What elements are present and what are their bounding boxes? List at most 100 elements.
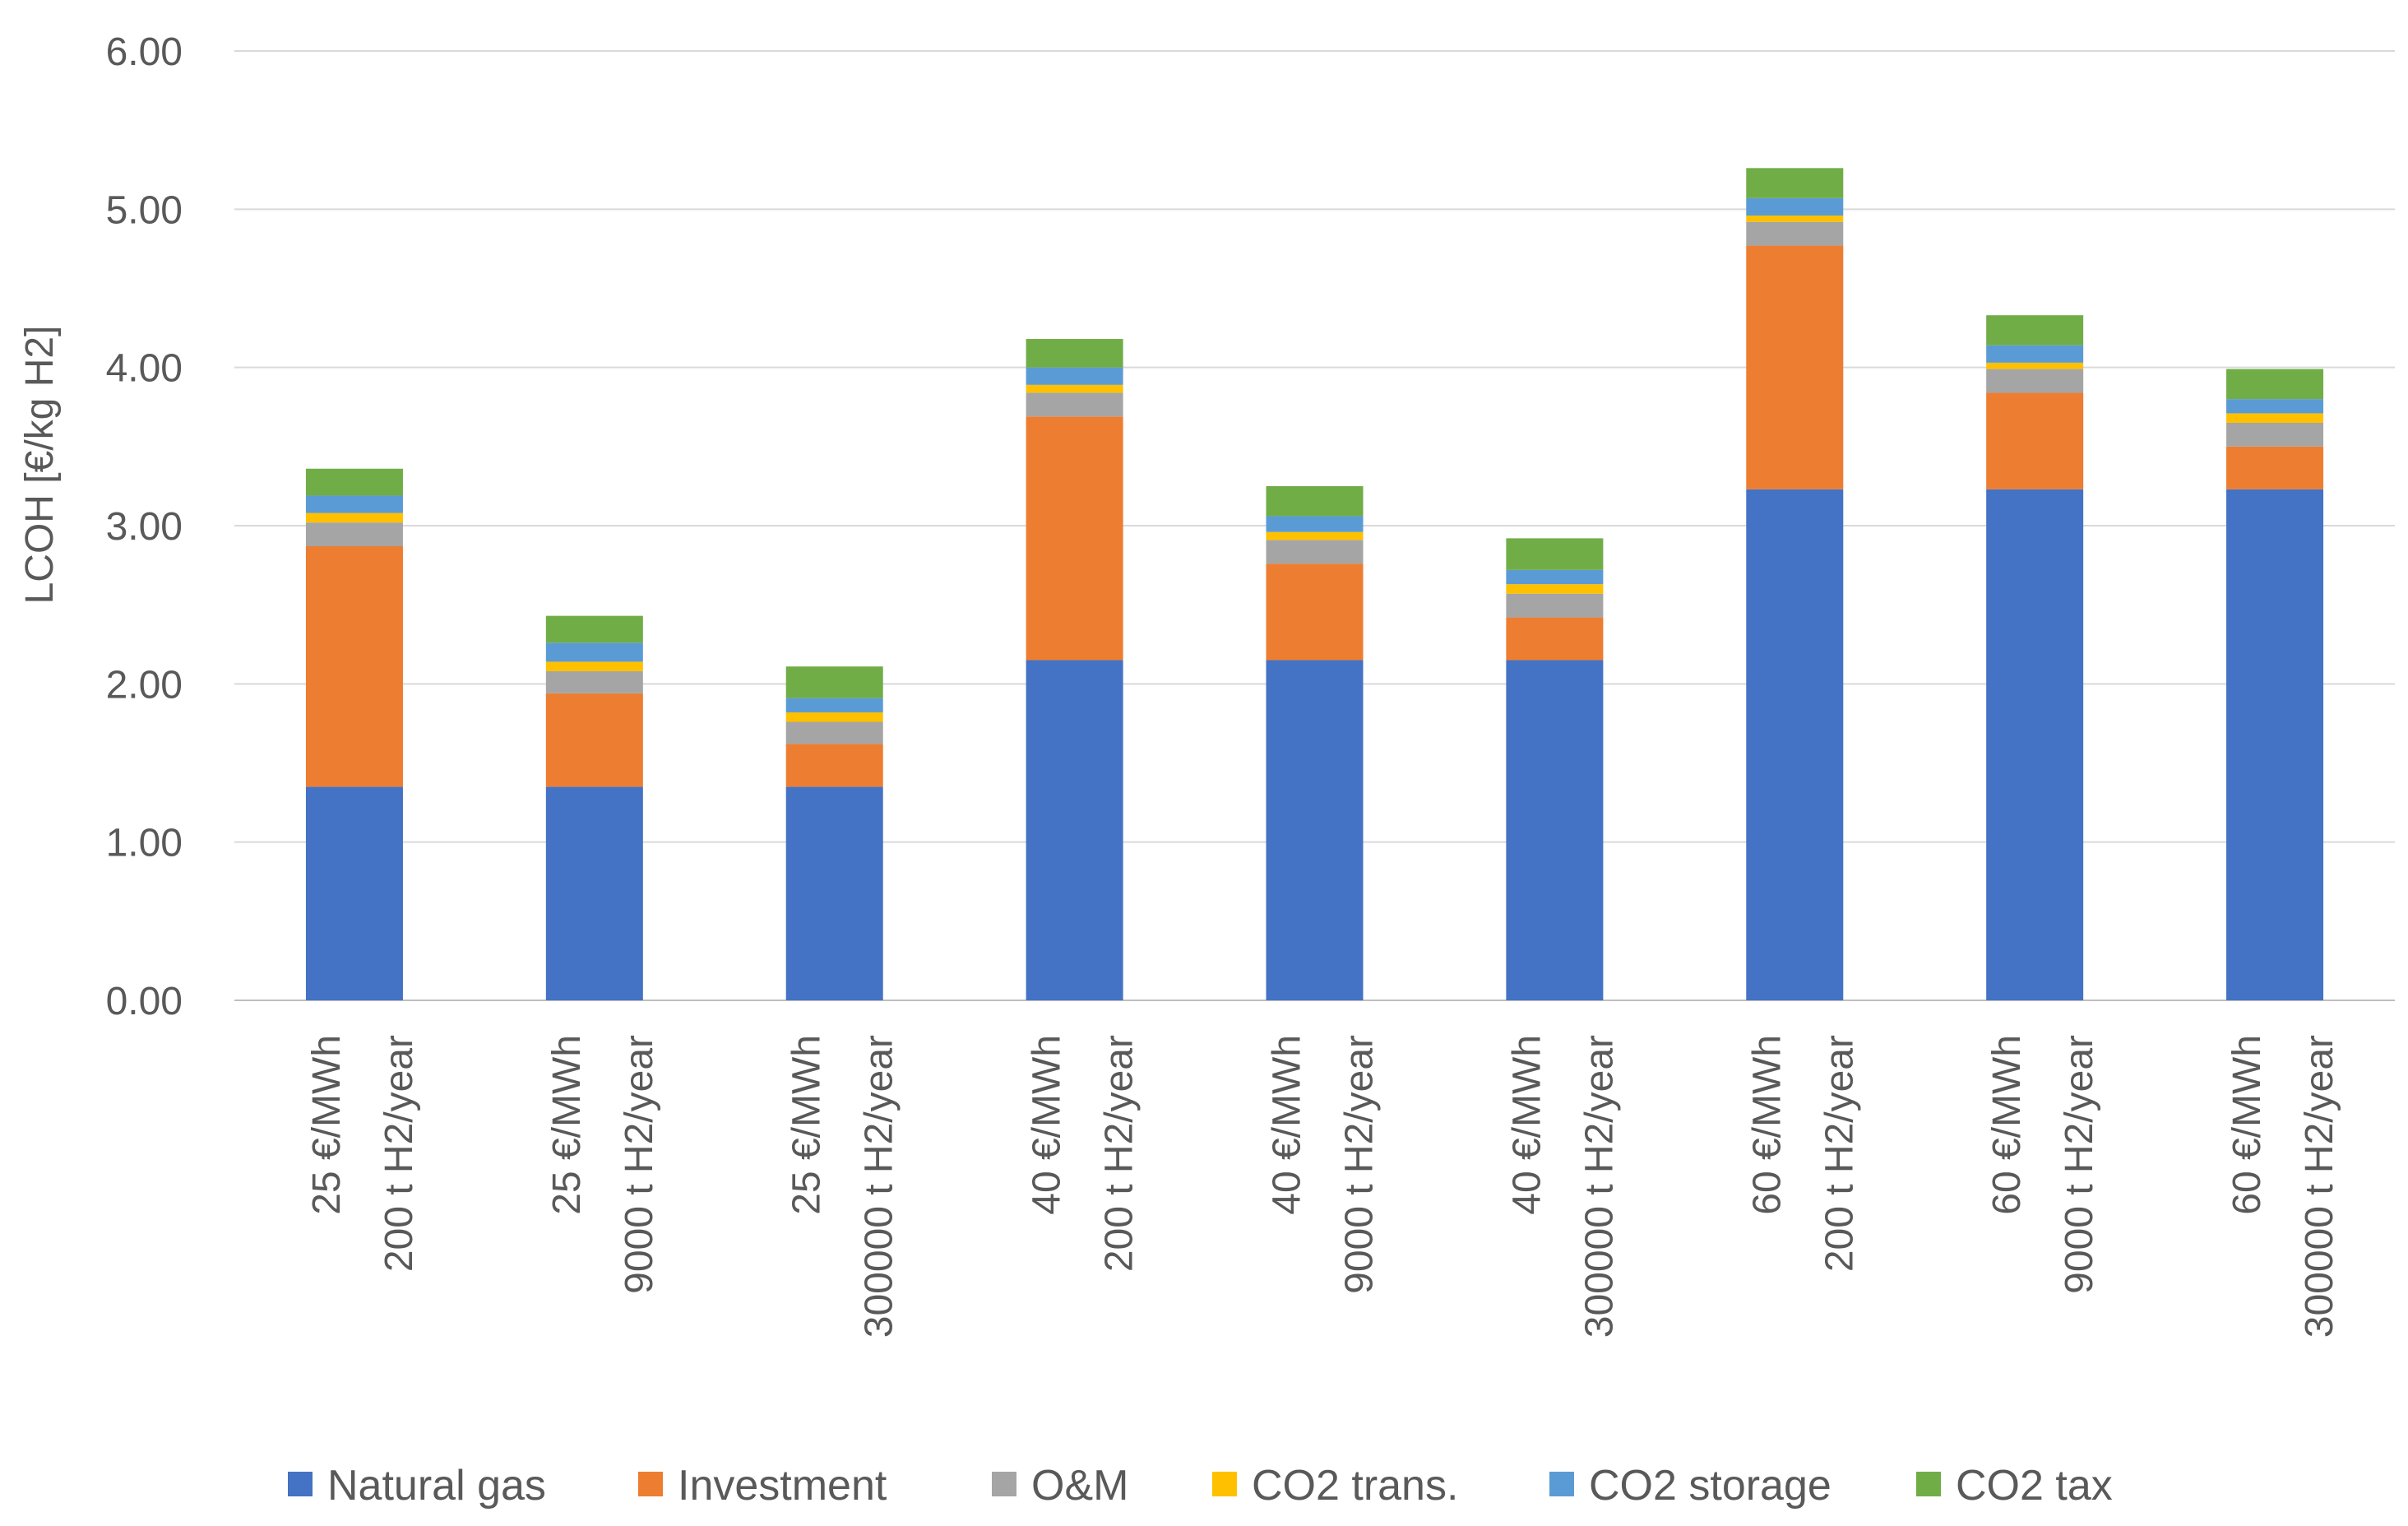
bar-segment-natural-gas xyxy=(305,786,403,1000)
x-category-label-line: 25 €/MWh xyxy=(545,1035,589,1215)
legend-swatch xyxy=(1549,1472,1574,1496)
bar-segment-co2-storage xyxy=(545,642,643,662)
bar-segment-co2-tax xyxy=(305,468,403,496)
bar-segment-o-m xyxy=(785,721,883,744)
x-category-label-line: 200 t H2/year xyxy=(377,1035,421,1272)
bar-segment-natural-gas xyxy=(545,786,643,1000)
bar-segment-co2-trans- xyxy=(785,712,883,722)
bar-stack xyxy=(1026,339,1123,1000)
bar-stack xyxy=(1746,168,1844,1000)
bar-segment-co2-trans- xyxy=(1506,584,1604,594)
legend-swatch xyxy=(638,1472,663,1496)
bar-segment-investment xyxy=(1026,416,1123,661)
x-category-label-line: 60 €/MWh xyxy=(1985,1035,2029,1215)
x-category-label-line: 300000 t H2/year xyxy=(858,1035,901,1338)
y-tick-label: 0.00 xyxy=(106,980,183,1023)
x-category-label: 25 €/MWh 9000 t H2/year xyxy=(545,1035,661,1294)
bar-segment-co2-tax xyxy=(2226,369,2324,400)
y-tick-label: 4.00 xyxy=(106,347,183,391)
bar-stack xyxy=(1266,485,1364,1000)
bar-segment-natural-gas xyxy=(1746,489,1844,1000)
x-category-label-line: 40 €/MWh xyxy=(1026,1035,1069,1215)
x-axis-categories: 25 €/MWh 200 t H2/year 25 €/MWh 9000 t H2/y… xyxy=(305,1035,2341,1338)
x-category-label: 60 €/MWh 200 t H2/year xyxy=(1745,1035,1861,1272)
bar-segment-o-m xyxy=(1266,540,1364,564)
x-category-label-line: 200 t H2/year xyxy=(1098,1035,1141,1272)
bar-segment-natural-gas xyxy=(1266,660,1364,1000)
bar-segment-investment xyxy=(545,693,643,787)
legend-item-investment: Investment xyxy=(638,1462,887,1510)
x-category-label-line: 9000 t H2/year xyxy=(2058,1035,2101,1294)
bar-segment-co2-tax xyxy=(545,615,643,643)
bar-segment-co2-storage xyxy=(1986,345,2084,363)
bar-stack xyxy=(545,615,643,1000)
x-category-label-line: 60 €/MWh xyxy=(2225,1035,2269,1215)
legend-label: Investment xyxy=(678,1462,887,1510)
bar-segment-o-m xyxy=(305,522,403,547)
bar-segment-co2-trans- xyxy=(305,513,403,523)
bar-segment-natural-gas xyxy=(785,786,883,1000)
legend-label: CO2 tax xyxy=(1956,1462,2113,1510)
x-category-label-line: 25 €/MWh xyxy=(785,1035,829,1215)
legend: Natural gas Investment O&M CO2 trans. CO2 st… xyxy=(288,1462,2113,1510)
bar-segment-investment xyxy=(785,744,883,787)
bar-segment-co2-storage xyxy=(2226,399,2324,414)
bar-segment-co2-tax xyxy=(1986,315,2084,346)
bar-segment-co2-storage xyxy=(1266,516,1364,532)
bar-segment-co2-storage xyxy=(305,495,403,513)
x-category-label: 40 €/MWh 200 t H2/year xyxy=(1026,1035,1141,1272)
bar-stack xyxy=(1986,315,2084,1000)
y-tick-label: 3.00 xyxy=(106,505,183,549)
bar-segment-co2-tax xyxy=(785,666,883,698)
x-category-label-line: 40 €/MWh xyxy=(1266,1035,1309,1215)
bar-segment-co2-tax xyxy=(1506,538,1604,570)
legend-item-natural-gas: Natural gas xyxy=(288,1462,546,1510)
bar-stack xyxy=(305,468,403,1000)
bar-segment-investment xyxy=(2226,446,2324,489)
legend-item-co2-tax: CO2 tax xyxy=(1916,1462,2113,1510)
bar-segment-o-m xyxy=(1506,593,1604,618)
bar-segment-co2-trans- xyxy=(1746,216,1844,222)
bar-segment-o-m xyxy=(1026,392,1123,417)
x-category-label-line: 40 €/MWh xyxy=(1505,1035,1549,1215)
bar-segment-co2-trans- xyxy=(1026,384,1123,393)
y-axis-ticks: 0.00 1.00 2.00 3.00 4.00 5.00 6.00 xyxy=(106,30,183,1023)
x-category-label-line: 9000 t H2/year xyxy=(1338,1035,1382,1294)
x-category-label-line: 300000 t H2/year xyxy=(1577,1035,1621,1338)
x-category-label-line: 300000 t H2/year xyxy=(2298,1035,2341,1338)
legend-swatch xyxy=(288,1472,313,1496)
legend-swatch xyxy=(1916,1472,1941,1496)
bar-stack xyxy=(1506,538,1604,1000)
legend-swatch xyxy=(1212,1472,1237,1496)
legend-label: CO2 storage xyxy=(1589,1462,1831,1510)
bar-segment-investment xyxy=(1746,245,1844,489)
bar-segment-co2-storage xyxy=(1026,367,1123,385)
y-tick-label: 6.00 xyxy=(106,30,183,74)
bar-segment-investment xyxy=(1986,392,2084,489)
bar-segment-co2-trans- xyxy=(2226,413,2324,423)
bar-segment-o-m xyxy=(545,670,643,693)
legend-swatch xyxy=(992,1472,1016,1496)
x-category-label: 60 €/MWh 9000 t H2/year xyxy=(1985,1035,2101,1294)
x-category-label-line: 25 €/MWh xyxy=(305,1035,349,1215)
bar-segment-co2-tax xyxy=(1746,168,1844,198)
x-category-label-line: 200 t H2/year xyxy=(1818,1035,1861,1272)
x-category-label-line: 60 €/MWh xyxy=(1745,1035,1789,1215)
y-tick-label: 1.00 xyxy=(106,822,183,865)
bar-segment-co2-storage xyxy=(1506,569,1604,585)
bar-segment-investment xyxy=(305,546,403,787)
bar-segment-co2-trans- xyxy=(1266,531,1364,540)
legend-label: Natural gas xyxy=(327,1462,546,1510)
bar-segment-co2-trans- xyxy=(545,661,643,671)
bar-segment-co2-storage xyxy=(1746,197,1844,216)
bar-stacks xyxy=(305,168,2324,1000)
bar-stack xyxy=(2226,369,2324,1000)
bar-segment-co2-storage xyxy=(785,698,883,712)
legend-item-o-m: O&M xyxy=(992,1462,1128,1510)
x-category-label: 40 €/MWh 9000 t H2/year xyxy=(1266,1035,1382,1294)
y-tick-label: 5.00 xyxy=(106,188,183,232)
x-category-label: 25 €/MWh 300000 t H2/year xyxy=(785,1035,901,1338)
bar-segment-natural-gas xyxy=(1026,660,1123,1000)
bar-segment-co2-tax xyxy=(1026,339,1123,368)
